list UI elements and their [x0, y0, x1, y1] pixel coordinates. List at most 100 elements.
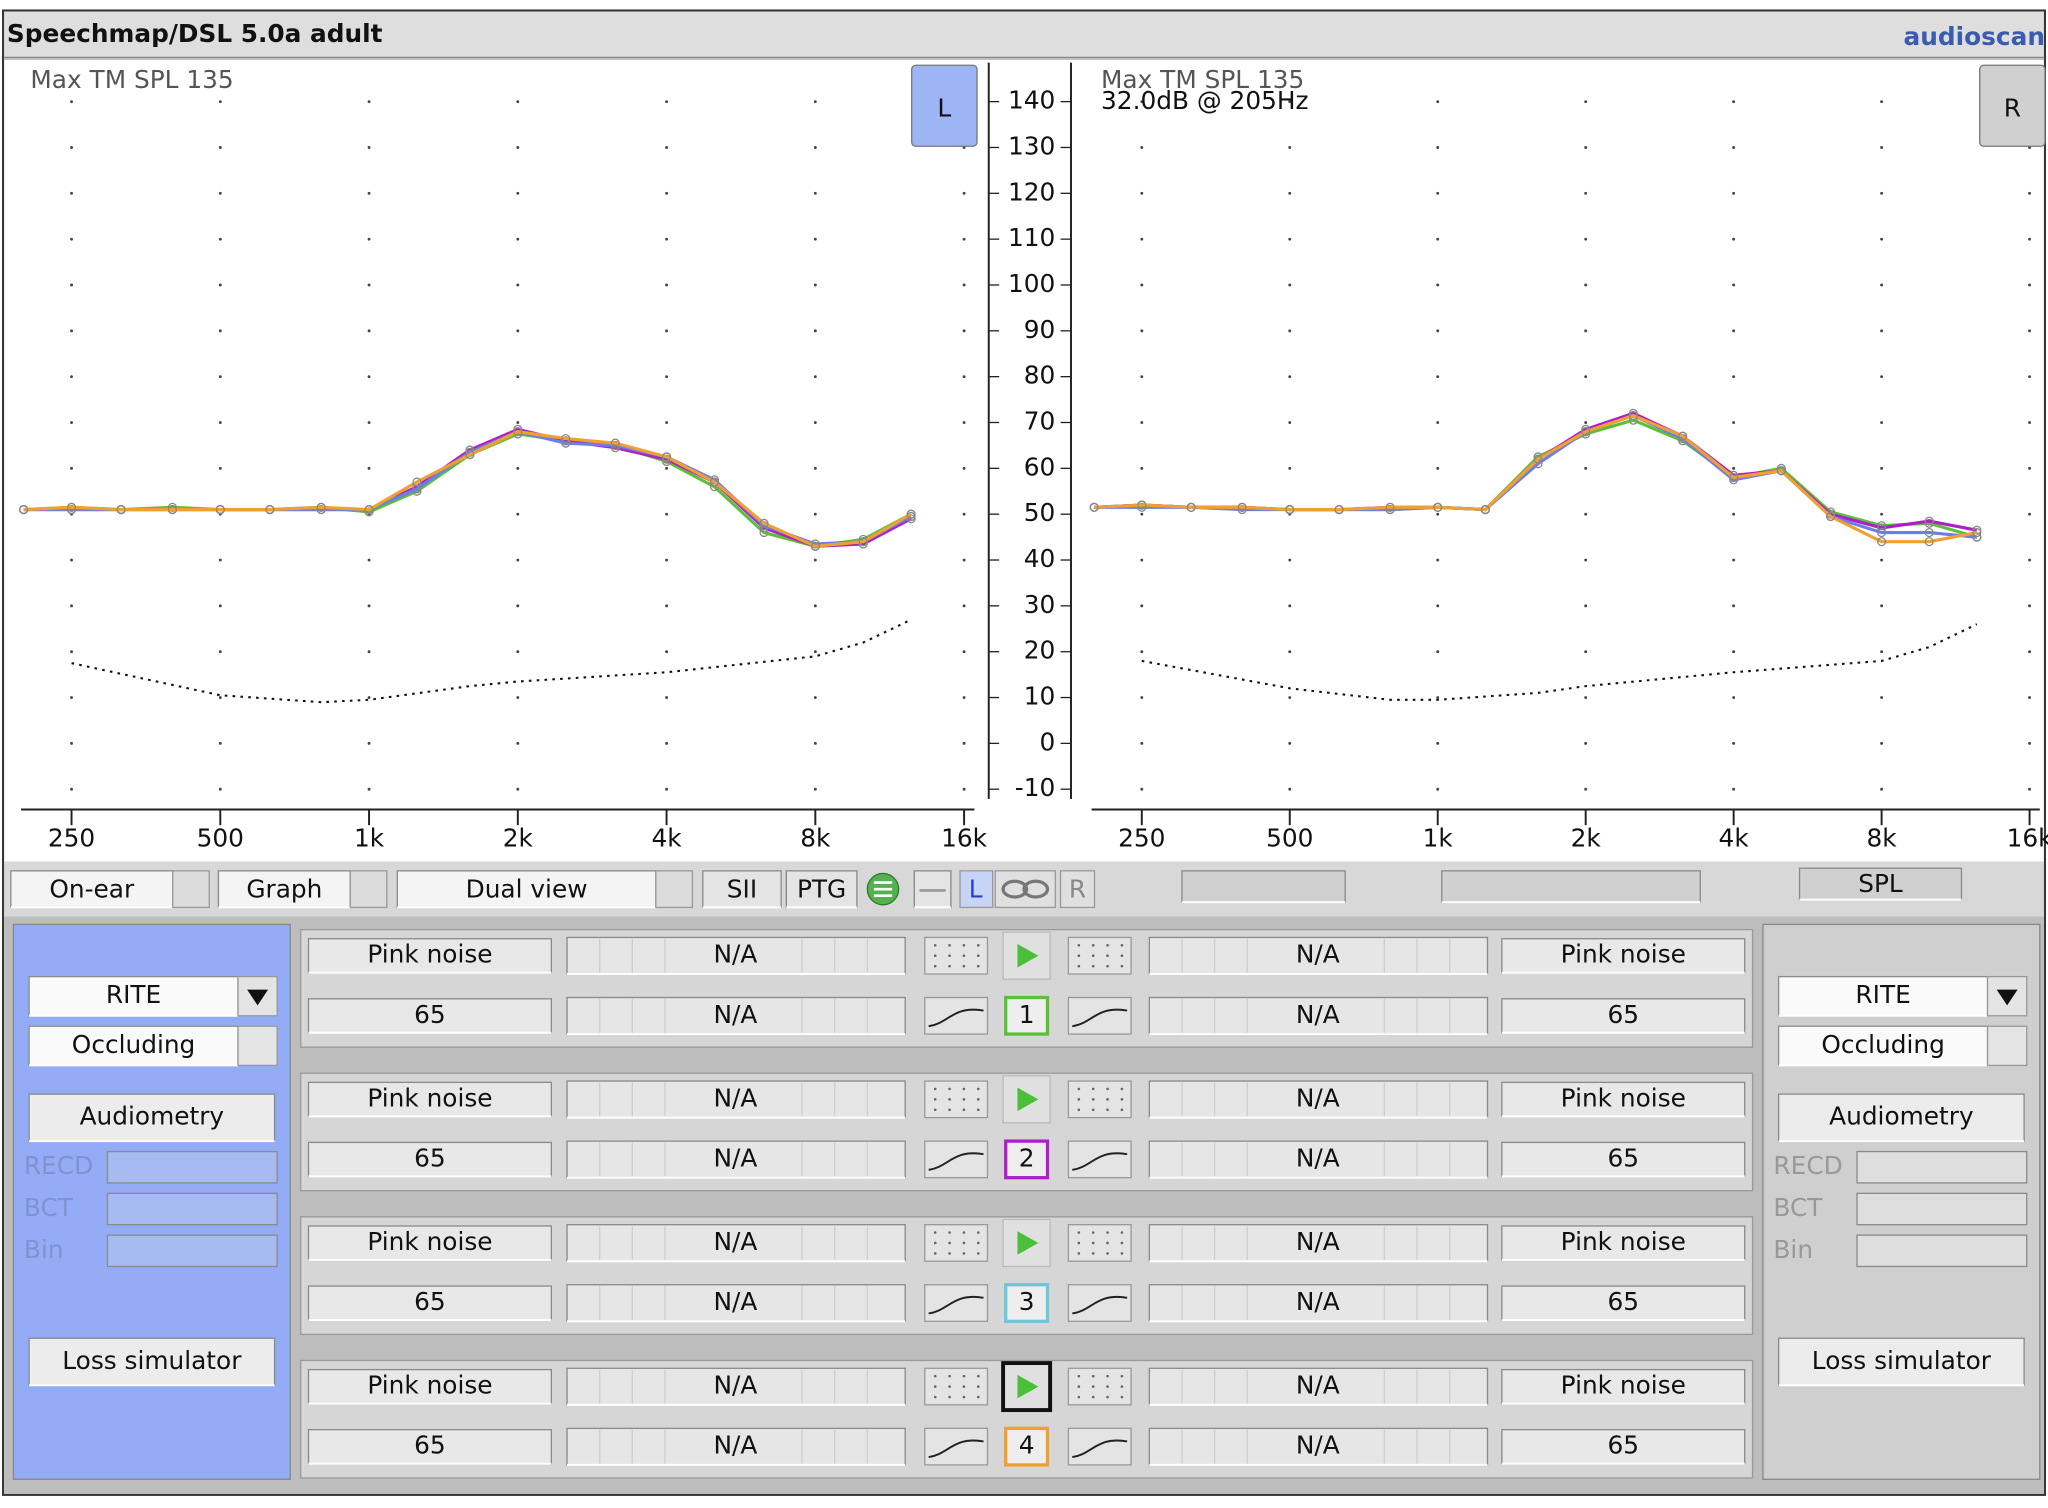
loss-simulator-label: Loss simulator	[62, 1346, 242, 1375]
play-icon	[1017, 1087, 1039, 1112]
curve-marker	[906, 509, 916, 519]
curve-marker	[709, 477, 720, 487]
icon-dot	[1077, 964, 1081, 968]
grid-dot	[70, 787, 73, 791]
grid-dot	[2028, 741, 2031, 745]
grid-dot	[1288, 466, 1292, 470]
audiometry-button[interactable]	[1777, 1093, 2025, 1142]
level-field[interactable]	[307, 998, 553, 1034]
curve-icon[interactable]	[1067, 1284, 1132, 1322]
stimulus-field[interactable]	[1501, 1368, 1746, 1405]
ear-button[interactable]	[1979, 64, 2046, 147]
icon-dot	[1120, 1252, 1124, 1255]
vent-select[interactable]	[28, 1025, 239, 1067]
vent-arrow[interactable]	[1986, 1025, 2028, 1067]
grid-dot	[2028, 421, 2031, 424]
grid-dot	[665, 421, 669, 424]
level-field[interactable]	[307, 1429, 553, 1465]
stimulus-field[interactable]	[307, 1225, 553, 1261]
grid-dot	[813, 100, 817, 104]
level-field[interactable]	[307, 1141, 553, 1178]
stimulus-field[interactable]	[307, 938, 553, 974]
grid-dot	[367, 329, 371, 333]
level-field[interactable]	[1501, 1429, 1746, 1465]
grid-dot	[1140, 466, 1144, 470]
curve-icon[interactable]	[924, 996, 989, 1035]
test-number-box[interactable]	[1004, 995, 1050, 1036]
ptg-button[interactable]	[785, 870, 858, 909]
stimulus-field[interactable]	[307, 1368, 553, 1405]
curve-marker	[610, 438, 620, 448]
icon-dot	[1091, 1395, 1095, 1399]
grid-dot	[218, 237, 222, 241]
curve-icon[interactable]	[1067, 1427, 1132, 1466]
curve-marker	[1433, 502, 1443, 512]
audiometry-button[interactable]	[28, 1093, 276, 1142]
level-field[interactable]	[1501, 998, 1746, 1034]
y-tick-label: 70	[1024, 407, 1056, 436]
grid-dot	[1880, 283, 1884, 287]
level-field[interactable]	[307, 1285, 553, 1321]
response-curve	[23, 430, 912, 548]
grid-dot	[2028, 191, 2031, 195]
stimulus: Pink noise	[367, 1227, 492, 1256]
grid-dot	[1584, 741, 1588, 745]
dropdown[interactable]	[10, 870, 174, 909]
curve-icon[interactable]	[1067, 1140, 1132, 1179]
test-number-box[interactable]	[1004, 1426, 1050, 1467]
dropdown[interactable]	[396, 870, 657, 909]
icon-dot	[948, 1098, 951, 1101]
play-icon	[1017, 1374, 1039, 1399]
ear-button[interactable]	[911, 64, 978, 147]
curve-icon[interactable]	[924, 1140, 989, 1179]
icon-dot	[948, 1231, 951, 1234]
x-tick-label: 4k	[1719, 824, 1750, 853]
stimulus-field[interactable]	[1501, 1081, 1746, 1117]
test-number-box[interactable]	[1004, 1139, 1050, 1180]
grid-dot	[962, 512, 966, 516]
curve-icon[interactable]	[1067, 996, 1132, 1035]
grid-dot	[813, 787, 817, 791]
right-ear-toggle[interactable]	[1059, 870, 1096, 909]
icon-dot	[933, 943, 937, 947]
icon-dot	[976, 1385, 980, 1388]
icon-dot	[933, 1385, 937, 1388]
dropdown-button[interactable]	[349, 870, 388, 909]
level-field[interactable]	[1501, 1285, 1746, 1321]
grid-dot	[1140, 650, 1144, 654]
curve-icon[interactable]	[924, 1284, 989, 1322]
icon-dot	[948, 1374, 951, 1378]
dropdown-button[interactable]	[172, 870, 210, 909]
icon-dot	[976, 954, 980, 958]
grid-dot	[1140, 146, 1144, 149]
test-number-box[interactable]	[1004, 1283, 1050, 1323]
grid-dot	[1880, 558, 1884, 562]
curve-icon[interactable]	[924, 1427, 989, 1466]
result-field	[566, 1284, 906, 1322]
left-ear-toggle[interactable]	[959, 870, 994, 909]
vent-select[interactable]	[1778, 1025, 1989, 1067]
sii-button[interactable]	[702, 870, 782, 909]
grid-dot	[665, 604, 669, 608]
icon-dot	[1106, 954, 1109, 958]
grid-dot	[2028, 558, 2031, 562]
x-tick-label: 4k	[652, 824, 683, 853]
icon-dot	[1120, 1374, 1124, 1378]
icon-dot	[1091, 1374, 1095, 1378]
grid-dot	[1880, 237, 1884, 241]
vent-arrow[interactable]	[237, 1025, 278, 1067]
right-ear-toggle-label: R	[1069, 874, 1086, 903]
stimulus-field[interactable]	[1501, 938, 1746, 974]
result-field	[566, 1224, 906, 1262]
stimulus-field[interactable]	[307, 1081, 553, 1117]
curve-marker	[1924, 537, 1934, 547]
dropdown-button[interactable]	[655, 870, 694, 909]
icon-dot	[1106, 1252, 1109, 1255]
grid-dot	[2028, 604, 2031, 608]
loss-simulator-button[interactable]	[1777, 1337, 2025, 1386]
grid-dot	[516, 146, 520, 149]
grid-dot	[665, 100, 669, 104]
style-select[interactable]	[1778, 975, 1989, 1017]
field-label: Bin	[1773, 1235, 1813, 1264]
level: 65	[414, 1431, 446, 1460]
